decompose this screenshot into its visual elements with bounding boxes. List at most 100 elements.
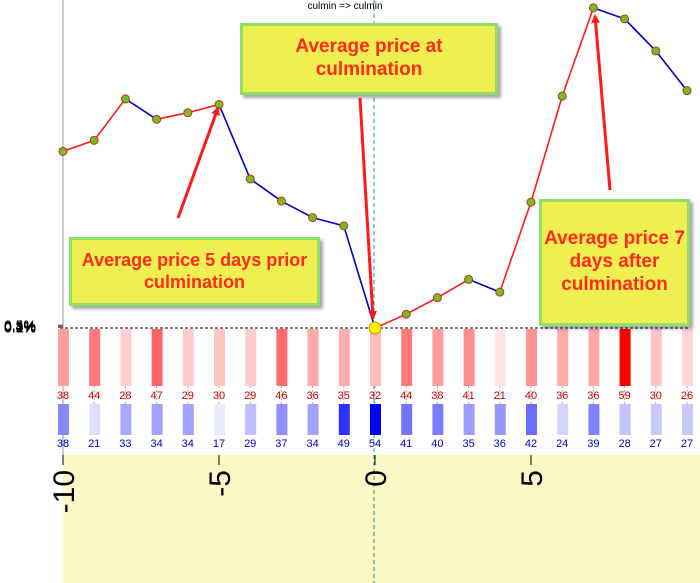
- blue-count-bar: [432, 404, 444, 435]
- red-count-bar: [650, 329, 662, 386]
- blue-count-bar: [370, 404, 381, 435]
- red-count-label: 40: [525, 390, 537, 402]
- x-tick-label: -5: [204, 470, 237, 497]
- series-segment: [124, 98, 158, 121]
- series-segment: [530, 95, 563, 203]
- blue-count-label: 41: [400, 438, 412, 450]
- blue-count-bar: [151, 404, 163, 435]
- red-count-bar: [370, 329, 381, 386]
- series-segment: [593, 7, 625, 20]
- blue-count-label: 35: [462, 438, 474, 450]
- red-count-label: 21: [494, 390, 506, 402]
- red-count-bar: [588, 329, 600, 386]
- red-count-bar: [619, 329, 631, 386]
- red-count-label: 32: [369, 390, 381, 402]
- y-tick-label: 0.3%: [4, 318, 36, 334]
- y-tick-label: 0.1%: [4, 319, 36, 335]
- blue-count-bar: [401, 404, 413, 435]
- red-count-label: 46: [275, 390, 287, 402]
- red-count-label: 36: [587, 390, 599, 402]
- data-point: [557, 91, 567, 101]
- blue-count-bar: [58, 404, 69, 435]
- arrow-culmination: [358, 97, 378, 320]
- data-point: [620, 14, 630, 24]
- data-point: [432, 293, 442, 303]
- blue-count-label: 42: [525, 438, 537, 450]
- series-segment: [156, 111, 188, 121]
- data-point: [152, 114, 162, 124]
- series-segment: [187, 103, 220, 114]
- red-count-bar: [120, 329, 132, 386]
- blue-count-label: 21: [88, 438, 100, 450]
- callout-prior: Average price 5 days prior culmination: [69, 237, 320, 306]
- series-segment: [655, 50, 688, 92]
- blue-count-label: 24: [556, 438, 568, 450]
- blue-count-label: 36: [494, 438, 506, 450]
- data-point: [276, 196, 286, 206]
- y-tick-label: 0.4%: [4, 318, 36, 334]
- red-count-label: 29: [182, 390, 194, 402]
- red-count-bar: [557, 329, 569, 386]
- series-segment: [249, 178, 282, 202]
- blue-count-label: 38: [57, 438, 69, 450]
- red-count-bar: [463, 329, 475, 386]
- red-count-label: 41: [462, 390, 474, 402]
- red-count-label: 38: [57, 390, 69, 402]
- y-tick-label: 0.2%: [4, 319, 36, 335]
- red-count-label: 35: [338, 390, 350, 402]
- blue-count-bar: [245, 404, 257, 435]
- red-count-bar: [432, 329, 444, 386]
- blue-count-label: 40: [431, 438, 443, 450]
- series-segment: [312, 216, 345, 227]
- red-count-bar: [245, 329, 257, 386]
- data-point: [682, 86, 692, 96]
- series-segment: [499, 201, 532, 293]
- red-count-label: 30: [650, 390, 662, 402]
- blue-count-bar: [650, 404, 662, 435]
- blue-count-label: 54: [369, 438, 381, 450]
- series-segment: [218, 104, 251, 180]
- blue-count-label: 37: [275, 438, 287, 450]
- red-count-bar: [58, 329, 69, 386]
- red-count-bar: [89, 329, 101, 386]
- blue-count-bar: [557, 404, 569, 435]
- red-count-label: 28: [119, 390, 131, 402]
- x-tick-label: 0: [360, 470, 393, 487]
- data-point: [120, 94, 130, 104]
- blue-count-bar: [182, 404, 194, 435]
- data-point: [401, 309, 411, 319]
- blue-count-label: 17: [213, 438, 225, 450]
- chart-title: culmin => culmin: [307, 1, 382, 12]
- red-count-label: 26: [681, 390, 693, 402]
- blue-count-bar: [463, 404, 475, 435]
- blue-count-label: 28: [618, 438, 630, 450]
- blue-count-label: 29: [244, 438, 256, 450]
- blue-count-label: 34: [306, 438, 318, 450]
- red-count-label: 36: [556, 390, 568, 402]
- series-segment: [62, 139, 95, 153]
- blue-count-bar: [588, 404, 600, 435]
- series-segment: [281, 200, 313, 219]
- blue-count-label: 27: [650, 438, 662, 450]
- series-segment: [561, 7, 595, 97]
- culmination-point: [368, 321, 382, 335]
- red-count-label: 36: [306, 390, 318, 402]
- red-count-bar: [401, 329, 413, 386]
- red-count-bar: [307, 329, 319, 386]
- series-segment: [468, 278, 501, 293]
- data-point: [588, 3, 598, 13]
- data-point: [89, 135, 99, 145]
- data-point: [651, 46, 661, 56]
- blue-count-label: 33: [119, 438, 131, 450]
- blue-count-bar: [494, 404, 506, 435]
- data-point: [183, 108, 193, 118]
- callout-after: Average price 7 days after culmination: [539, 199, 690, 326]
- series-segment: [405, 296, 438, 315]
- blue-count-label: 27: [681, 438, 693, 450]
- y-tick-label: 0.5%: [4, 317, 36, 333]
- data-point: [495, 287, 505, 297]
- series-segment: [624, 18, 657, 52]
- arrow-prior: [176, 106, 220, 219]
- data-point: [214, 99, 224, 109]
- red-count-bar: [214, 329, 225, 386]
